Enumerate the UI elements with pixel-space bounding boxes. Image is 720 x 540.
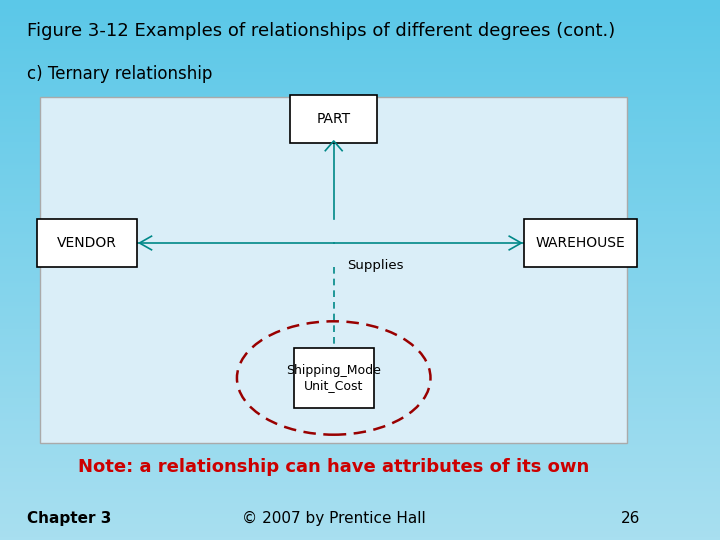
Text: VENDOR: VENDOR [57, 236, 117, 250]
Text: Supplies: Supplies [347, 259, 404, 272]
Bar [524, 219, 637, 267]
Bar [40, 97, 627, 443]
Text: © 2007 by Prentice Hall: © 2007 by Prentice Hall [242, 511, 426, 526]
Text: 26: 26 [621, 511, 641, 526]
Bar [290, 94, 377, 143]
Text: Figure 3-12 Examples of relationships of different degrees (cont.): Figure 3-12 Examples of relationships of… [27, 22, 615, 39]
Bar [37, 219, 137, 267]
Text: Chapter 3: Chapter 3 [27, 511, 111, 526]
Bar [294, 348, 374, 408]
Text: c) Ternary relationship: c) Ternary relationship [27, 65, 212, 83]
Text: Shipping_Mode
Unit_Cost: Shipping_Mode Unit_Cost [287, 364, 381, 392]
Text: PART: PART [317, 112, 351, 126]
Text: WAREHOUSE: WAREHOUSE [536, 236, 626, 250]
Text: Note: a relationship can have attributes of its own: Note: a relationship can have attributes… [78, 458, 590, 476]
